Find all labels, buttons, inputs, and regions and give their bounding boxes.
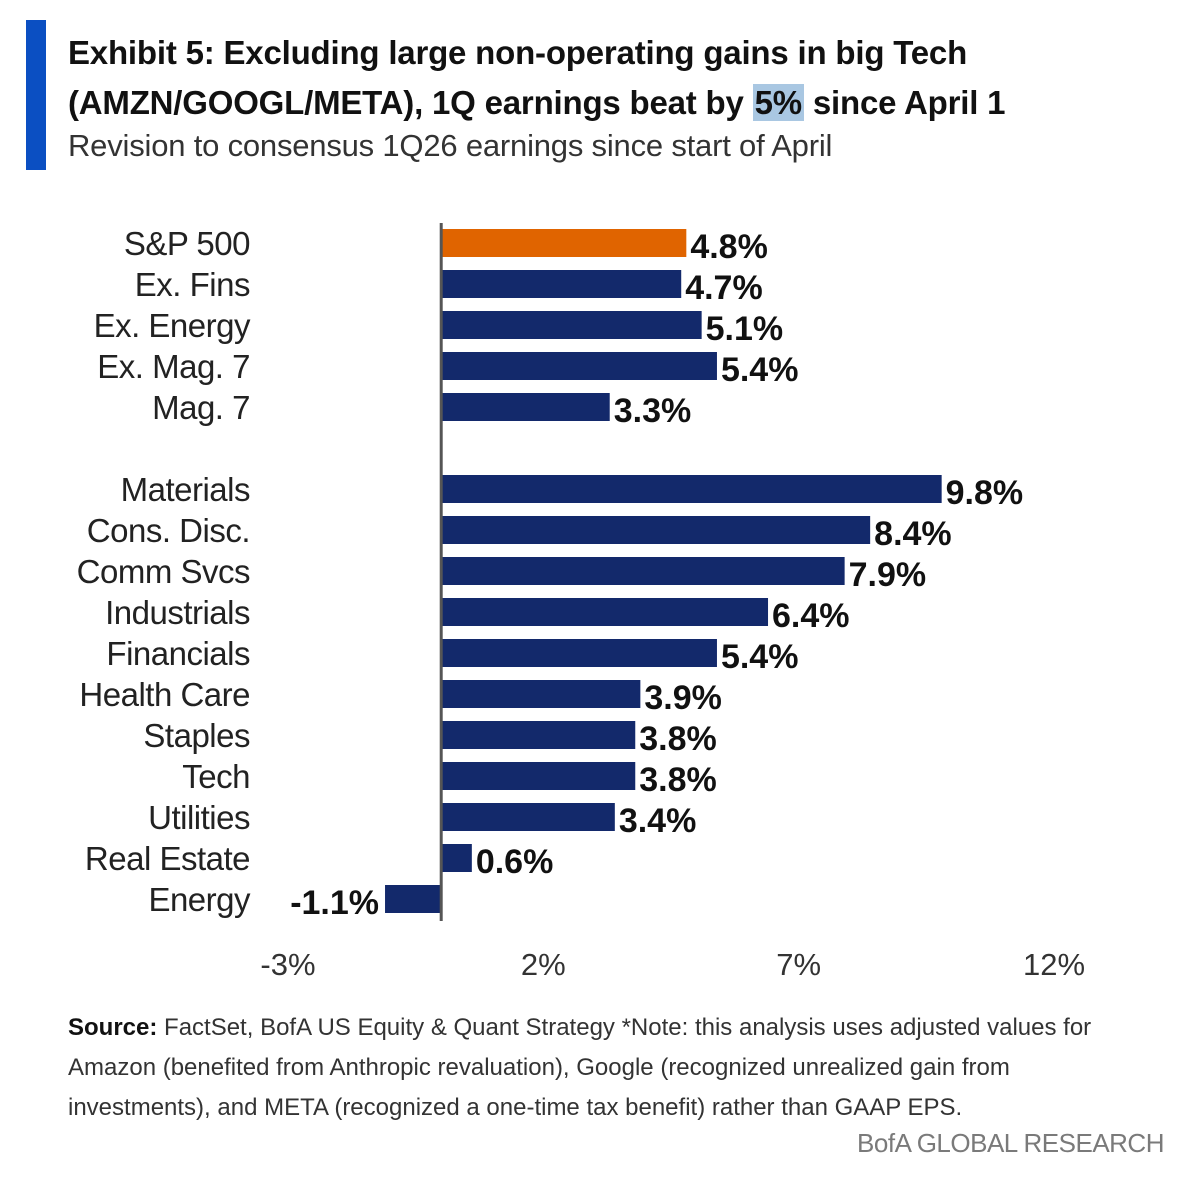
bar: [441, 270, 682, 298]
value-label: 3.4%: [619, 802, 697, 840]
bar: [441, 557, 845, 585]
category-label: Ex. Mag. 7: [97, 348, 250, 385]
category-label: Energy: [148, 881, 251, 918]
title-text: Exhibit 5: Excluding large non-operating…: [68, 34, 968, 121]
value-label: 4.7%: [685, 269, 763, 307]
value-label: 4.8%: [690, 228, 768, 266]
category-labels: S&P 500 Ex. Fins Ex. Energy Ex. Mag. 7 Mag. …: [77, 225, 252, 918]
title-text-end: since April 1: [803, 84, 1006, 121]
value-label: 5.1%: [706, 310, 784, 348]
category-label: Health Care: [79, 676, 250, 713]
value-label: 3.3%: [614, 392, 692, 430]
category-label: Cons. Disc.: [87, 512, 250, 549]
value-label: 3.9%: [644, 679, 722, 717]
value-label: 0.6%: [476, 843, 553, 881]
value-label: 6.4%: [772, 597, 850, 635]
bar: [441, 680, 641, 708]
bar: [385, 885, 442, 913]
bar: [441, 393, 610, 421]
value-labels: 4.8%4.7%5.1%5.4%3.3%9.8%8.4%7.9%6.4%5.4%…: [290, 228, 1023, 922]
bar: [441, 721, 636, 749]
value-label: 7.9%: [849, 556, 927, 594]
value-label: 8.4%: [874, 515, 952, 553]
bar: [441, 311, 702, 339]
category-label: Tech: [182, 758, 250, 795]
x-tick-label: 2%: [521, 947, 566, 982]
x-tick-label: 12%: [1023, 947, 1085, 982]
bar: [441, 762, 636, 790]
value-label: 9.8%: [946, 474, 1024, 512]
category-label: Mag. 7: [152, 389, 250, 426]
value-label: 5.4%: [721, 638, 799, 676]
source-text: FactSet, BofA US Equity & Quant Strategy…: [68, 1014, 1092, 1121]
category-label: Ex. Energy: [94, 307, 251, 344]
bar: [441, 352, 717, 380]
value-label: 3.8%: [639, 761, 717, 799]
category-label: Materials: [121, 471, 250, 508]
bar: [441, 475, 942, 503]
category-label: Utilities: [148, 799, 250, 836]
bar: [441, 844, 472, 872]
bars-layer: [385, 229, 942, 913]
bar: [441, 598, 769, 626]
bar: [441, 229, 687, 257]
bar-chart: S&P 500 Ex. Fins Ex. Energy Ex. Mag. 7 Mag. …: [77, 223, 1085, 982]
bar: [441, 516, 871, 544]
category-label: Real Estate: [85, 840, 250, 877]
title-highlight: 5%: [752, 84, 804, 121]
category-label: Financials: [106, 635, 250, 672]
category-label: S&P 500: [124, 225, 250, 262]
value-label: 3.8%: [639, 720, 717, 758]
chart-subtitle: Revision to consensus 1Q26 earnings sinc…: [68, 128, 833, 163]
value-label: -1.1%: [290, 884, 379, 922]
x-tick-label: 7%: [776, 947, 821, 982]
chart-title: Exhibit 5: Excluding large non-operating…: [68, 28, 1168, 128]
x-axis-ticks: -3% 2% 7% 12%: [260, 947, 1085, 982]
accent-bar: [26, 20, 46, 170]
category-label: Staples: [143, 717, 250, 754]
source-note: Source: FactSet, BofA US Equity & Quant …: [68, 1008, 1158, 1128]
x-tick-label: -3%: [260, 947, 315, 982]
source-label: Source:: [68, 1014, 158, 1041]
value-label: 5.4%: [721, 351, 799, 389]
category-label: Comm Svcs: [77, 553, 250, 590]
bar: [441, 803, 615, 831]
brand-logo-text: BofA GLOBAL RESEARCH: [857, 1128, 1164, 1158]
category-label: Industrials: [105, 594, 250, 631]
bar: [441, 639, 717, 667]
category-label: Ex. Fins: [135, 266, 250, 303]
